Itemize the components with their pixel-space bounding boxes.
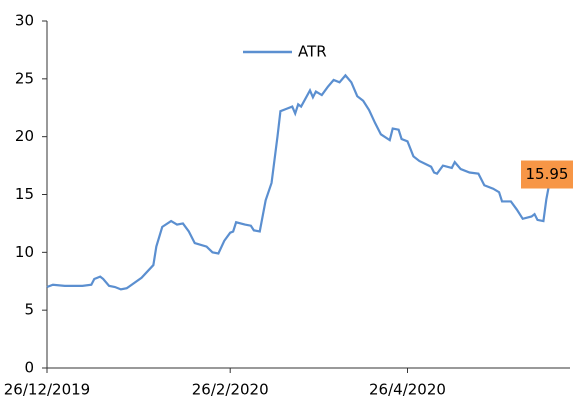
value-label: 15.95 (526, 165, 569, 183)
y-tick-label: 20 (15, 127, 34, 145)
y-tick-label: 30 (15, 12, 34, 30)
legend-label: ATR (298, 43, 327, 61)
value-label-box (521, 160, 573, 189)
x-tick-label: 26/12/2019 (4, 381, 90, 399)
y-tick-label: 15 (15, 185, 34, 203)
x-tick-label: 26/4/2020 (369, 381, 446, 399)
data-line (46, 73, 551, 291)
y-tick-label: 10 (15, 243, 34, 261)
y-tick-label: 25 (15, 69, 34, 87)
y-tick-label: 5 (24, 301, 34, 319)
y-tick-label: 0 (24, 359, 34, 377)
x-tick-label: 26/2/2020 (192, 381, 269, 399)
